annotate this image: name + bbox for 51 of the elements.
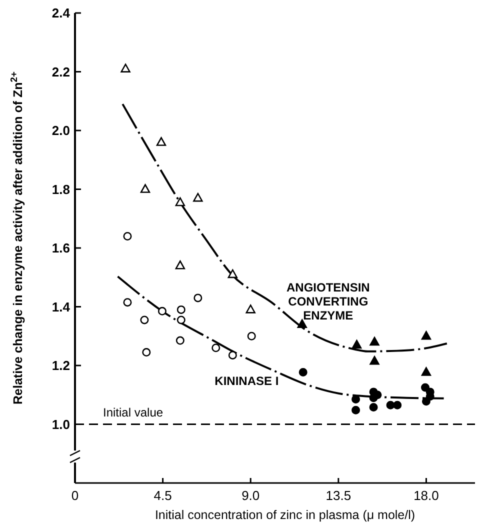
line-series (122, 103, 448, 352)
point (421, 330, 432, 340)
point (422, 397, 430, 406)
point (140, 184, 150, 193)
point (140, 316, 149, 324)
point (176, 316, 186, 324)
point (386, 400, 395, 410)
y-tick-label: 1.4 (52, 299, 71, 314)
point (298, 368, 308, 377)
point (176, 305, 186, 314)
x-axis-title: Initial concentration of zinc in plasma (μ mole/l) (154, 508, 416, 522)
point (247, 332, 256, 340)
x-tick-label: 13.5 (326, 488, 352, 503)
point (175, 260, 186, 270)
point (194, 294, 202, 302)
point (212, 344, 220, 352)
point (393, 400, 402, 410)
series-label: ANGIOTENSIN CONVERTING ENZYME (286, 280, 370, 322)
ref-line-label: Initial value (103, 405, 164, 420)
point (175, 197, 186, 206)
point (246, 304, 256, 314)
point (123, 232, 132, 240)
y-tick-label: 2.0 (52, 123, 70, 138)
point (156, 137, 166, 146)
point (352, 406, 360, 414)
x-tick-label: 9.0 (242, 488, 260, 503)
point (176, 336, 184, 345)
point (228, 350, 237, 360)
point (370, 356, 380, 365)
point (158, 306, 166, 316)
y-tick-label: 1.6 (52, 240, 70, 256)
y-tick-label: 2.2 (52, 64, 70, 80)
point (120, 64, 130, 72)
point (193, 192, 203, 202)
point (352, 395, 360, 404)
point (369, 402, 378, 412)
point (123, 298, 132, 307)
x-tick-label: 18.0 (414, 488, 439, 503)
x-tick-label: 0 (71, 488, 79, 503)
x-tick-label: 4.5 (154, 488, 172, 503)
y-tick-label: 1.8 (52, 182, 70, 197)
point (228, 269, 238, 278)
series-label: KININASE I (214, 374, 279, 388)
y-tick-label: 1.2 (52, 358, 70, 374)
point (142, 348, 151, 357)
point (352, 340, 362, 349)
y-tick-label: 2.4 (52, 6, 71, 21)
y-tick-label: 1.0 (52, 416, 70, 432)
point (370, 336, 380, 346)
point (297, 319, 307, 328)
point (421, 367, 432, 376)
